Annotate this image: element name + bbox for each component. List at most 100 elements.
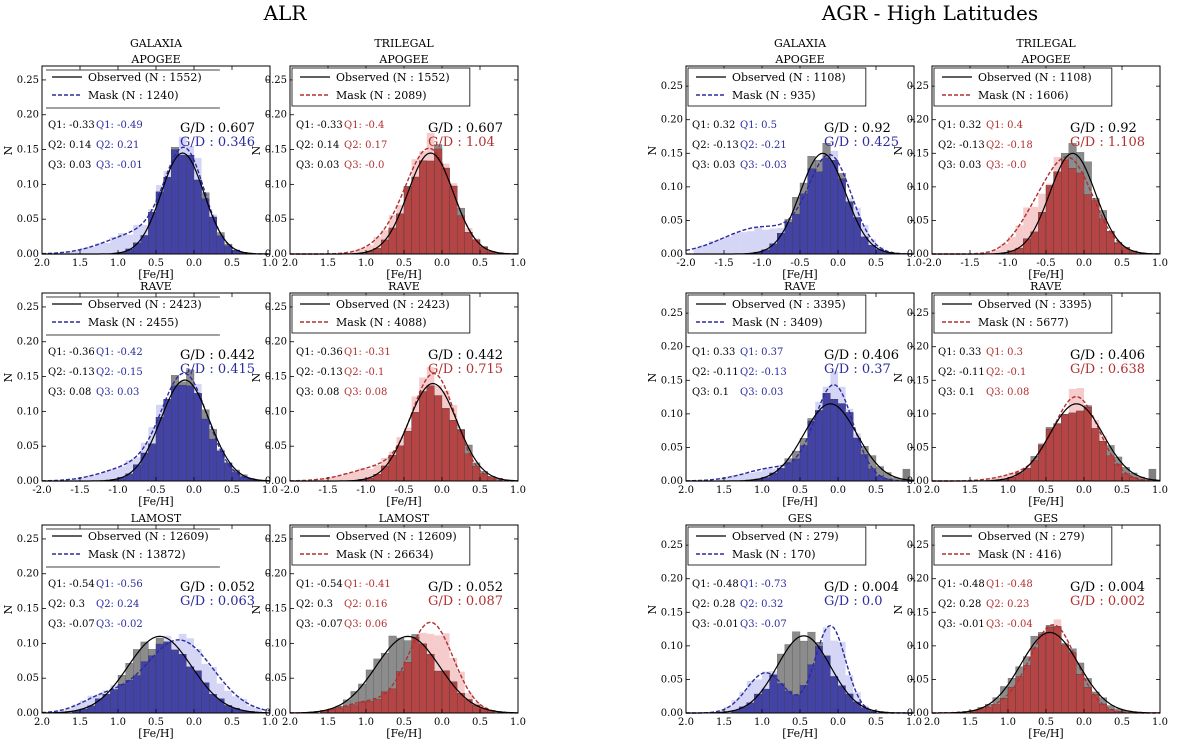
mask-bar bbox=[388, 688, 397, 714]
mask-light-bar bbox=[320, 478, 328, 481]
quartile-mask: Q3: -0.07 bbox=[740, 619, 787, 630]
mask-bar bbox=[403, 431, 412, 482]
quartile-observed: Q1: 0.32 bbox=[692, 120, 735, 131]
x-axis-label: [Fe/H] bbox=[782, 268, 817, 281]
mask-bar bbox=[815, 171, 823, 255]
y-tick-label: 0.10 bbox=[907, 409, 929, 420]
quartile-mask: Q2: 0.21 bbox=[96, 140, 139, 151]
y-tick-label: 0.10 bbox=[17, 179, 39, 190]
mask-bar bbox=[186, 155, 195, 255]
mask-light-bar bbox=[769, 228, 778, 254]
panel-apogee-galaxia-6: GALAXIA APOGEE -2.0 -1.5 -1.0 -0.5 0.0 0.5 1.0 [F… bbox=[646, 37, 922, 281]
quartile-observed: Q1: -0.48 bbox=[692, 579, 739, 590]
mask-bar bbox=[201, 198, 210, 255]
quartile-observed: Q2: 0.28 bbox=[938, 599, 981, 610]
y-tick-label: 0.00 bbox=[17, 708, 39, 719]
panel-survey-title: APOGEE bbox=[378, 53, 428, 66]
mask-bar bbox=[1038, 634, 1047, 714]
mask-bar bbox=[373, 699, 382, 714]
mask-bar bbox=[1061, 414, 1069, 482]
x-tick-label: 0.5 bbox=[148, 258, 164, 269]
quartile-observed: Q2: 0.14 bbox=[48, 140, 91, 151]
x-tick-label: 0.5 bbox=[148, 717, 164, 728]
mask-light-bar bbox=[358, 468, 366, 481]
quartile-observed: Q2: -0.13 bbox=[48, 367, 95, 378]
panel-model-title: GALAXIA bbox=[130, 37, 183, 50]
mask-bar bbox=[396, 445, 405, 482]
y-tick-label: 0.25 bbox=[17, 75, 39, 86]
x-tick-label: 0.5 bbox=[224, 485, 240, 496]
quartile-observed: Q2: -0.11 bbox=[938, 367, 985, 378]
mask-bar bbox=[449, 185, 458, 255]
panel-rave-trilegal-3: RAVE -2.0 -1.5 -1.0 -0.5 0.0 0.5 1.0 [Fe/H] 0.00 0… bbox=[250, 280, 526, 508]
quartile-mask: Q2: -0.13 bbox=[740, 367, 787, 378]
mask-light-bar bbox=[87, 475, 96, 481]
y-tick-label: 0.20 bbox=[907, 115, 929, 126]
quartile-mask: Q3: 0.06 bbox=[344, 619, 387, 630]
legend-observed-label: Observed (N : 279) bbox=[978, 530, 1085, 543]
x-tick-label: 2.0 bbox=[34, 717, 50, 728]
mask-light-bar bbox=[216, 683, 225, 713]
x-tick-label: -2.0 bbox=[922, 258, 941, 269]
gd-observed: G/D : 0.004 bbox=[824, 580, 899, 595]
quartile-mask: Q3: 0.03 bbox=[96, 387, 139, 398]
gd-mask: G/D : 1.04 bbox=[428, 135, 495, 150]
gd-mask: G/D : 0.0 bbox=[824, 594, 883, 609]
mask-bar bbox=[1106, 231, 1115, 255]
mask-bar bbox=[845, 693, 854, 714]
mask-light-bar bbox=[701, 244, 709, 254]
gd-observed: G/D : 0.052 bbox=[428, 580, 503, 595]
mask-bar bbox=[1091, 200, 1100, 255]
mask-bar bbox=[777, 683, 785, 714]
gd-observed: G/D : 0.607 bbox=[180, 121, 255, 136]
y-tick-label: 0.25 bbox=[17, 302, 39, 313]
legend-observed-label: Observed (N : 3395) bbox=[978, 298, 1092, 311]
mask-light-bar bbox=[1008, 237, 1016, 254]
x-tick-label: 1.0 bbox=[262, 258, 278, 269]
mask-light-bar bbox=[366, 245, 374, 254]
quartile-mask: Q1: 0.5 bbox=[740, 120, 777, 131]
y-axis-label: N bbox=[250, 604, 263, 614]
mask-bar bbox=[434, 395, 443, 482]
y-tick-label: 0.25 bbox=[661, 540, 683, 551]
x-tick-label: 0.5 bbox=[1114, 485, 1130, 496]
legend-observed-label: Observed (N : 1108) bbox=[978, 71, 1092, 84]
section-title-alr: ALR bbox=[263, 1, 308, 25]
x-tick-label: 1.5 bbox=[716, 485, 732, 496]
mask-bar bbox=[837, 403, 846, 482]
mask-light-bar bbox=[335, 475, 344, 481]
x-axis-label: [Fe/H] bbox=[386, 495, 421, 508]
mask-bar bbox=[449, 681, 458, 714]
mask-bar bbox=[155, 643, 164, 714]
gd-mask: G/D : 0.002 bbox=[1070, 594, 1145, 609]
mask-bar bbox=[381, 691, 389, 714]
mask-bar bbox=[792, 458, 801, 482]
quartile-observed: Q3: -0.01 bbox=[938, 619, 985, 630]
mask-light-bar bbox=[343, 252, 351, 254]
mask-light-bar bbox=[762, 468, 770, 481]
panel-model-title: TRILEGAL bbox=[1016, 37, 1076, 50]
mask-bar bbox=[1023, 665, 1031, 714]
x-axis-label: [Fe/H] bbox=[782, 495, 817, 508]
mask-light-bar bbox=[754, 227, 762, 254]
panel-model-title: GALAXIA bbox=[774, 37, 827, 50]
x-tick-label: 0.5 bbox=[472, 717, 488, 728]
mask-bar bbox=[1045, 626, 1054, 714]
y-axis-label: N bbox=[646, 604, 659, 614]
mask-light-bar bbox=[102, 242, 111, 254]
mask-bar bbox=[1015, 676, 1024, 714]
quartile-observed: Q2: -0.11 bbox=[692, 367, 739, 378]
x-tick-label: 0.5 bbox=[1038, 717, 1054, 728]
quartile-observed: Q1: -0.54 bbox=[296, 579, 343, 590]
mask-bar bbox=[1061, 159, 1069, 255]
mask-bar bbox=[853, 437, 861, 482]
x-tick-label: 0.0 bbox=[1076, 717, 1092, 728]
y-tick-label: 0.10 bbox=[17, 638, 39, 649]
legend-mask-label: Mask (N : 1240) bbox=[88, 89, 179, 102]
x-tick-label: -1.0 bbox=[356, 485, 375, 496]
mask-bar bbox=[1083, 687, 1092, 714]
mask-bar bbox=[1083, 194, 1092, 255]
x-tick-label: 1.0 bbox=[510, 717, 526, 728]
x-tick-label: 0.0 bbox=[434, 258, 450, 269]
y-axis-label: N bbox=[646, 372, 659, 382]
